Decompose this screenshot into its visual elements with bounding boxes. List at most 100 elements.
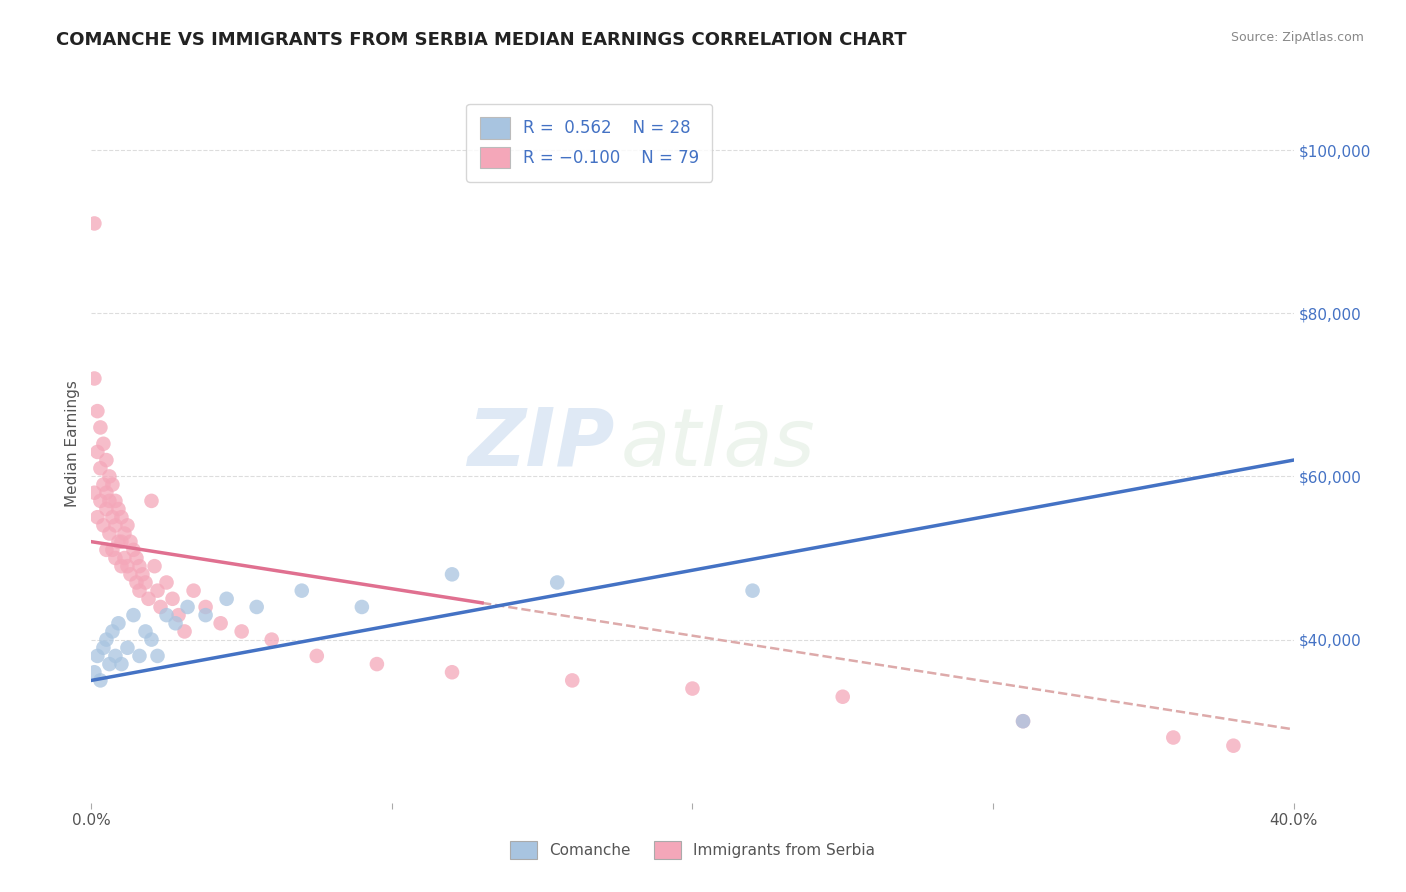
Point xyxy=(149,599,172,614)
Point xyxy=(93,640,115,655)
Point xyxy=(96,632,118,647)
Point xyxy=(125,551,148,566)
Point xyxy=(561,673,583,688)
Point xyxy=(96,453,118,467)
Point xyxy=(440,665,463,680)
Point xyxy=(305,648,328,663)
Point xyxy=(89,461,111,475)
Point xyxy=(117,518,139,533)
Point xyxy=(83,665,105,680)
Point xyxy=(114,526,136,541)
Text: ZIP: ZIP xyxy=(467,405,614,483)
Point xyxy=(98,526,121,541)
Point xyxy=(260,632,283,647)
Point xyxy=(350,599,373,614)
Point xyxy=(194,599,217,614)
Point xyxy=(155,575,177,590)
Point xyxy=(173,624,195,639)
Point xyxy=(128,583,150,598)
Point xyxy=(440,567,463,582)
Point xyxy=(83,371,105,385)
Point xyxy=(141,632,163,647)
Point xyxy=(141,494,163,508)
Point xyxy=(291,583,314,598)
Point xyxy=(831,690,853,704)
Point xyxy=(1012,714,1035,729)
Point xyxy=(146,648,169,663)
Point xyxy=(122,608,145,623)
Point xyxy=(120,534,142,549)
Point xyxy=(122,542,145,557)
Point xyxy=(104,648,127,663)
Point xyxy=(110,510,132,524)
Point xyxy=(107,534,129,549)
Point xyxy=(86,648,108,663)
Point xyxy=(101,510,124,524)
Point xyxy=(546,575,568,590)
Point xyxy=(86,445,108,459)
Point xyxy=(96,542,118,557)
Point xyxy=(104,518,127,533)
Point xyxy=(167,608,190,623)
Point xyxy=(134,575,156,590)
Text: atlas: atlas xyxy=(620,405,815,483)
Point xyxy=(120,567,142,582)
Point xyxy=(134,624,156,639)
Point xyxy=(162,591,184,606)
Point xyxy=(128,559,150,574)
Point xyxy=(117,559,139,574)
Point xyxy=(101,624,124,639)
Point xyxy=(681,681,703,696)
Text: COMANCHE VS IMMIGRANTS FROM SERBIA MEDIAN EARNINGS CORRELATION CHART: COMANCHE VS IMMIGRANTS FROM SERBIA MEDIA… xyxy=(56,31,907,49)
Text: Source: ZipAtlas.com: Source: ZipAtlas.com xyxy=(1230,31,1364,45)
Point xyxy=(114,551,136,566)
Point xyxy=(146,583,169,598)
Point xyxy=(93,477,115,491)
Point xyxy=(104,494,127,508)
Point xyxy=(741,583,763,598)
Point xyxy=(110,534,132,549)
Point xyxy=(98,494,121,508)
Point xyxy=(96,502,118,516)
Point xyxy=(104,551,127,566)
Point xyxy=(86,404,108,418)
Point xyxy=(215,591,238,606)
Point xyxy=(89,673,111,688)
Point xyxy=(117,640,139,655)
Point xyxy=(89,494,111,508)
Point xyxy=(101,542,124,557)
Point xyxy=(138,591,160,606)
Point xyxy=(107,616,129,631)
Point xyxy=(246,599,269,614)
Point xyxy=(1222,739,1244,753)
Point xyxy=(176,599,198,614)
Point xyxy=(96,485,118,500)
Point xyxy=(83,485,105,500)
Point xyxy=(165,616,187,631)
Point xyxy=(155,608,177,623)
Point xyxy=(83,217,105,231)
Point xyxy=(366,657,388,671)
Point xyxy=(183,583,205,598)
Point xyxy=(86,510,108,524)
Point xyxy=(194,608,217,623)
Point xyxy=(93,437,115,451)
Point xyxy=(110,657,132,671)
Point xyxy=(101,477,124,491)
Legend: Comanche, Immigrants from Serbia: Comanche, Immigrants from Serbia xyxy=(502,833,883,867)
Y-axis label: Median Earnings: Median Earnings xyxy=(65,380,80,508)
Point xyxy=(98,657,121,671)
Point xyxy=(107,502,129,516)
Point xyxy=(98,469,121,483)
Point xyxy=(125,575,148,590)
Point xyxy=(231,624,253,639)
Point xyxy=(1161,731,1184,745)
Point xyxy=(89,420,111,434)
Point xyxy=(93,518,115,533)
Point xyxy=(143,559,166,574)
Point xyxy=(128,648,150,663)
Point xyxy=(131,567,153,582)
Point xyxy=(110,559,132,574)
Point xyxy=(209,616,232,631)
Point xyxy=(1012,714,1035,729)
